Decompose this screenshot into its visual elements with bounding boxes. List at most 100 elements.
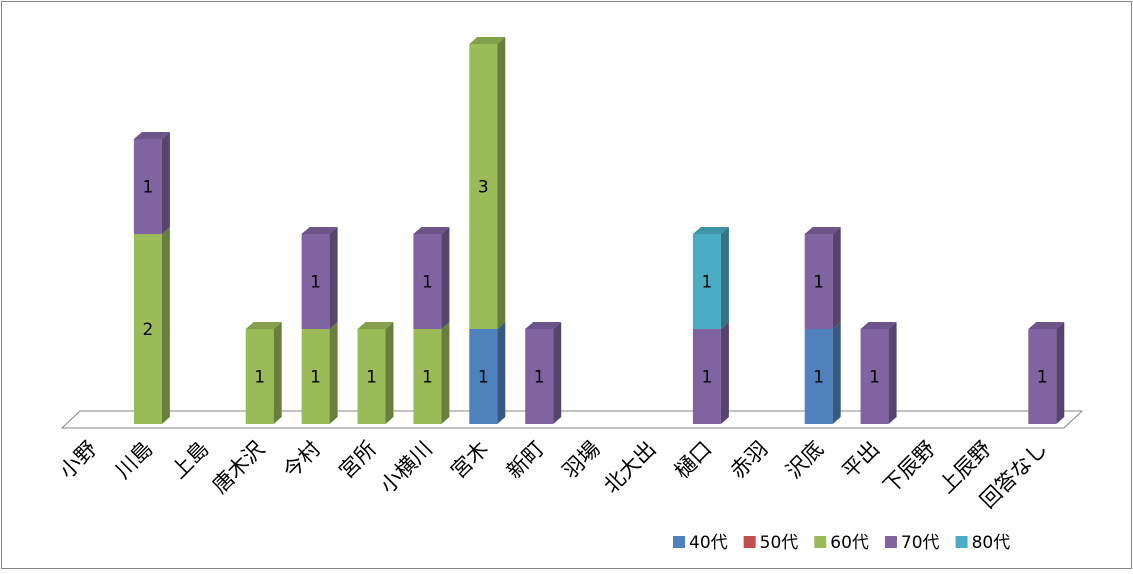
chart-floor <box>60 410 1084 429</box>
bar-segment <box>525 322 562 424</box>
bar-side <box>441 322 450 424</box>
bar-side <box>832 322 841 424</box>
bar-top <box>245 322 282 329</box>
bar-face <box>301 329 330 424</box>
bar-segment <box>804 227 841 329</box>
bar-top <box>357 322 394 329</box>
bar-face <box>1028 329 1057 424</box>
bar-segment <box>469 37 506 329</box>
bar-top <box>133 132 170 139</box>
legend-label: 70代 <box>901 533 940 553</box>
data-label: 1 <box>254 368 265 388</box>
bar-side <box>273 322 282 424</box>
bar-face <box>133 234 162 424</box>
legend-swatch <box>743 536 756 548</box>
legend-swatch <box>884 536 897 548</box>
data-label: 2 <box>142 320 153 340</box>
legend-label: 50代 <box>760 533 799 553</box>
bar-side <box>385 322 394 424</box>
bar-side <box>329 227 338 329</box>
bar-side <box>1056 322 1065 424</box>
data-label: 1 <box>701 273 712 293</box>
data-label: 1 <box>478 368 489 388</box>
data-label: 3 <box>478 178 489 198</box>
bars-layer <box>133 37 1065 424</box>
bar-face <box>469 329 498 424</box>
bar-top <box>692 227 729 234</box>
bar-side <box>497 322 506 424</box>
bar-side <box>329 322 338 424</box>
bar-face <box>804 234 833 329</box>
bar-segment <box>357 322 394 424</box>
legend-label: 80代 <box>972 533 1011 553</box>
bar-side <box>441 227 450 329</box>
bar-face <box>692 234 721 329</box>
legend-swatch <box>673 536 685 548</box>
bar-segment <box>469 322 506 424</box>
bar-segment <box>133 132 170 234</box>
bar-top <box>1028 322 1065 329</box>
bar-segment <box>245 322 282 424</box>
data-label: 1 <box>310 368 321 388</box>
bar-top <box>525 322 562 329</box>
legend-entry: 40代 <box>673 533 728 553</box>
bar-top <box>860 322 897 329</box>
bar-face <box>804 329 833 424</box>
bar-top <box>469 37 506 44</box>
data-label: 1 <box>813 368 824 388</box>
legend-entry: 80代 <box>955 533 1011 553</box>
data-label: 1 <box>1037 368 1048 388</box>
bar-segment <box>133 227 170 424</box>
bar-face <box>692 329 721 424</box>
bar-segment <box>301 322 338 424</box>
bar-segment <box>413 227 450 329</box>
legend-swatch <box>814 536 827 548</box>
bar-face <box>525 329 554 424</box>
data-label: 1 <box>813 273 824 293</box>
bar-top <box>804 227 841 234</box>
data-label: 1 <box>142 178 153 198</box>
data-label: 1 <box>366 368 377 388</box>
bar-segment <box>692 322 729 424</box>
legend-swatch <box>955 536 968 548</box>
legend-entry: 60代 <box>814 533 869 553</box>
bar-face <box>301 234 330 329</box>
bar-top <box>301 227 338 234</box>
bar-face <box>357 329 386 424</box>
bar-segment <box>860 322 897 424</box>
bar-segment <box>301 227 338 329</box>
data-label: 1 <box>701 368 712 388</box>
bar-segment <box>692 227 729 329</box>
bar-face <box>860 329 889 424</box>
data-label: 1 <box>310 273 321 293</box>
legend-label: 60代 <box>830 533 869 553</box>
bar-side <box>161 227 170 424</box>
legend-entry: 50代 <box>743 533 799 553</box>
data-label: 1 <box>534 368 545 388</box>
bar-side <box>553 322 562 424</box>
data-label: 1 <box>422 273 433 293</box>
bar-face <box>413 234 442 329</box>
bar-side <box>832 227 841 329</box>
data-labels-layer: 2 1 1 1 1 1 1 1 1 3 1 1 1 1 1 1 1 <box>142 178 1047 388</box>
bar-segment <box>1028 322 1065 424</box>
legend-label: 40代 <box>689 533 728 553</box>
bar-side <box>888 322 897 424</box>
data-label: 1 <box>869 368 880 388</box>
bar-segment <box>804 322 841 424</box>
bar-face <box>133 139 162 234</box>
bar-face <box>413 329 442 424</box>
bar-segment <box>413 322 450 424</box>
legend: 40代 50代 60代 70代 80代 <box>673 533 1010 553</box>
bar-side <box>497 37 506 329</box>
bar-side <box>720 322 729 424</box>
data-label: 1 <box>422 368 433 388</box>
bar-side <box>720 227 729 329</box>
legend-entry: 70代 <box>884 533 940 553</box>
bar-top <box>413 227 450 234</box>
bar-face <box>469 44 498 329</box>
bar-side <box>161 132 170 234</box>
